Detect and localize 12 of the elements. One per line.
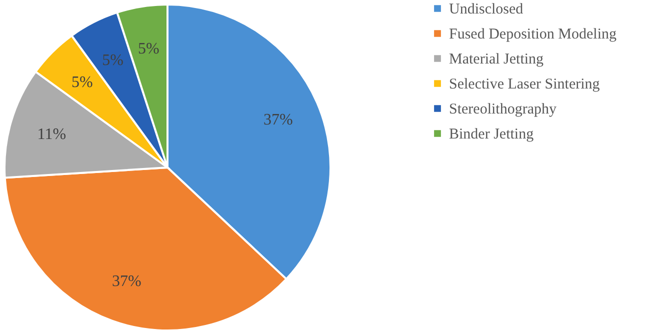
data-label: 11% xyxy=(37,126,66,143)
data-label: 37% xyxy=(112,272,142,290)
data-label: 37% xyxy=(264,112,293,129)
legend-label: Selective Laser Sintering xyxy=(449,76,600,92)
data-label: 5% xyxy=(102,52,124,70)
legend-label: Binder Jetting xyxy=(449,126,534,142)
legend-label: Material Jetting xyxy=(449,52,544,68)
legend-label: Undisclosed xyxy=(449,2,524,18)
legend-label: Fused Deposition Modeling xyxy=(449,26,617,42)
data-label: 5% xyxy=(138,40,160,58)
legend-label: Stereolithography xyxy=(449,102,557,118)
data-label: 5% xyxy=(72,74,93,92)
